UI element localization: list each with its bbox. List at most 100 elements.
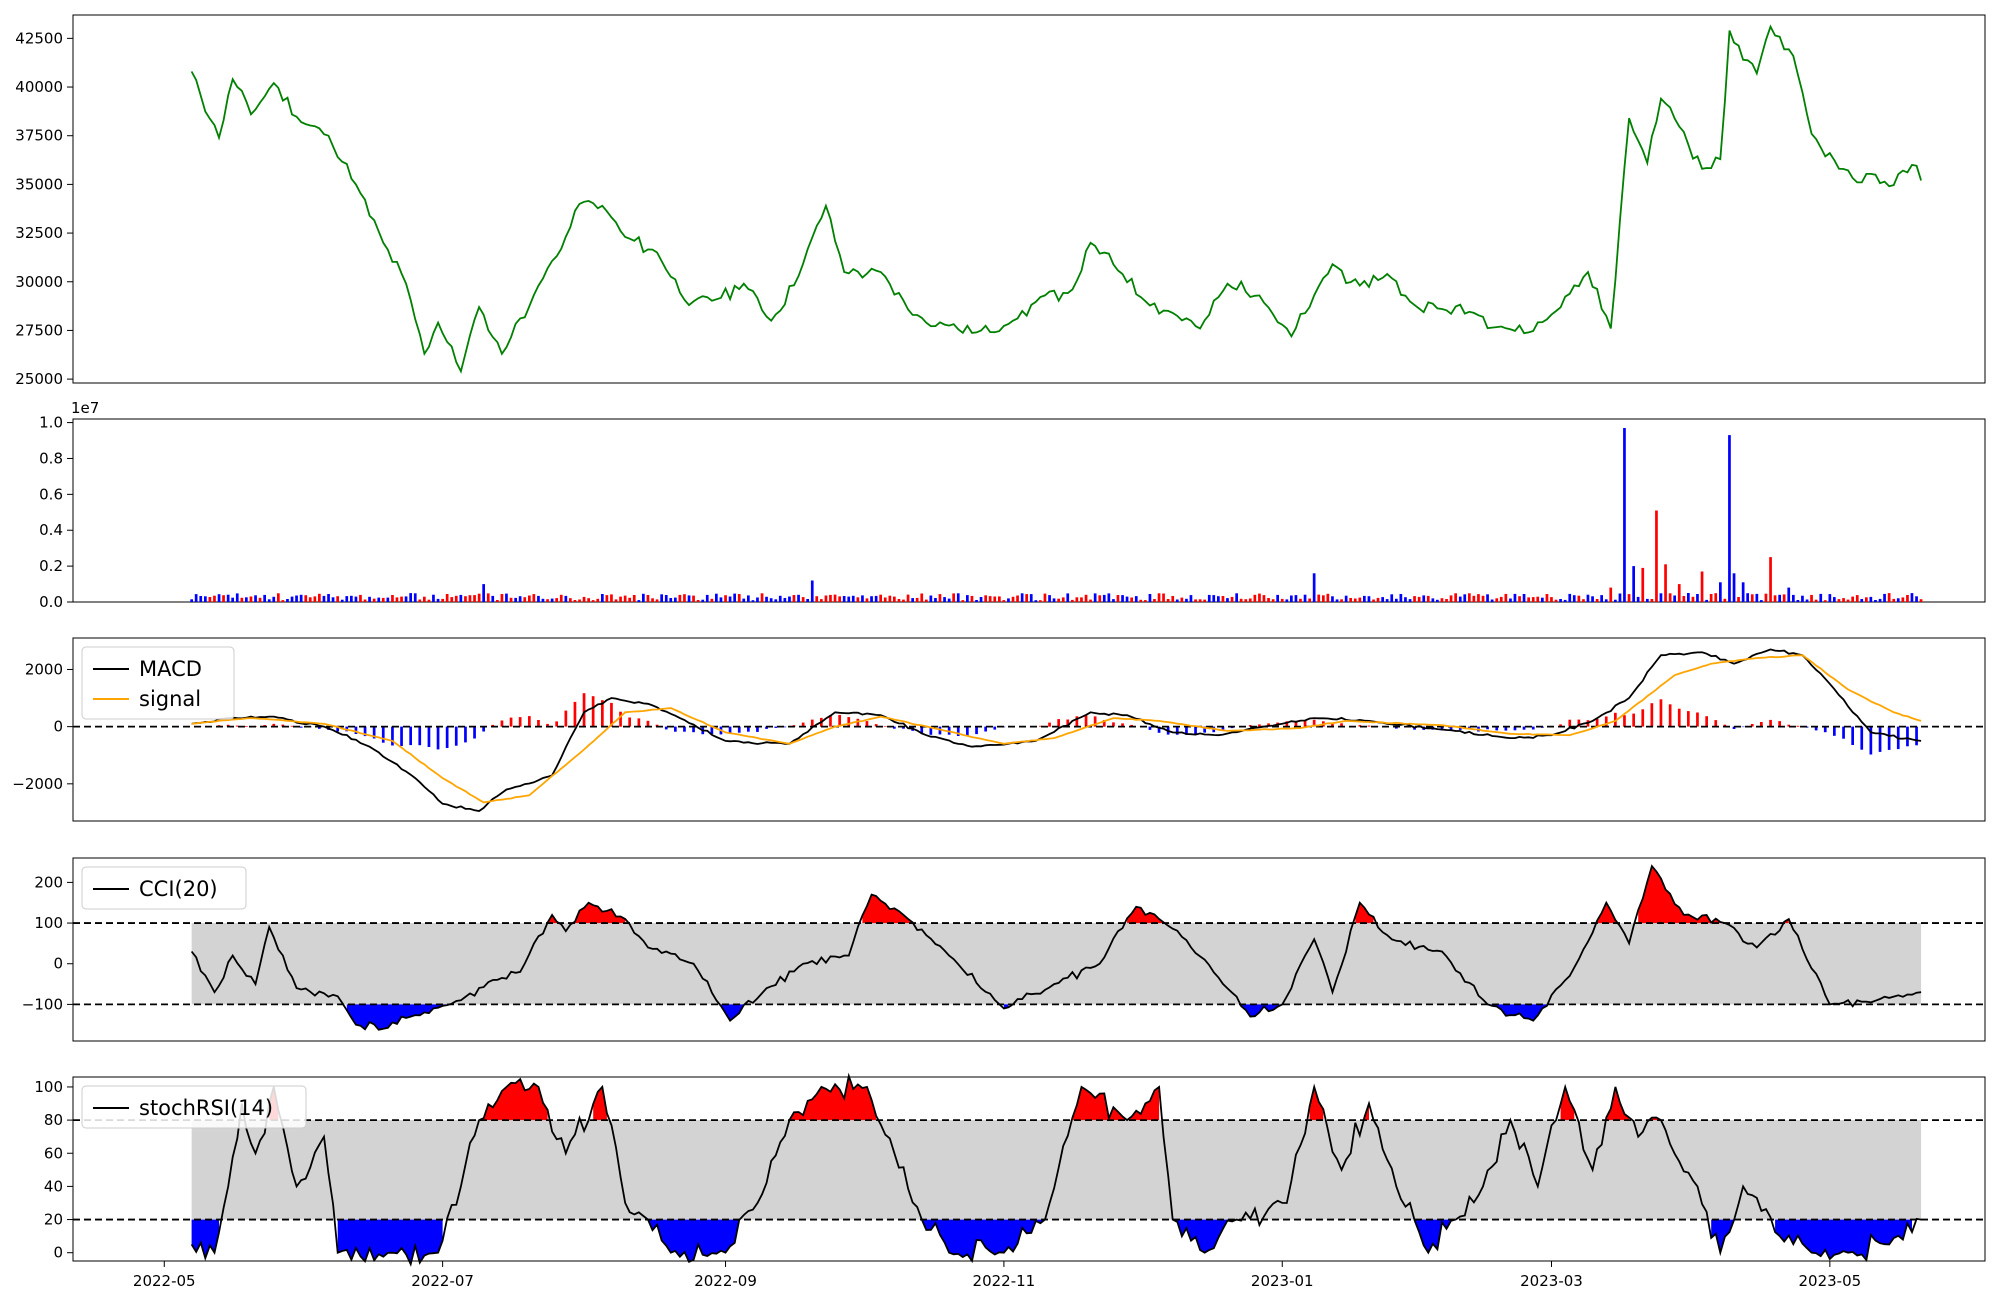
cci-series-line	[190, 864, 1922, 1031]
volume-bar	[354, 596, 358, 602]
volume-bar	[226, 594, 230, 602]
stochrsi-overbought-fill	[789, 1076, 877, 1121]
volume-bar	[1139, 599, 1143, 602]
volume-bar	[1217, 596, 1220, 602]
volume-bar	[1034, 600, 1038, 602]
volume-bar	[979, 597, 983, 602]
macd-histogram-bar	[582, 693, 586, 727]
volume-bar	[1445, 599, 1448, 602]
macd-histogram-bar	[1367, 725, 1371, 727]
volume-bar	[1335, 599, 1339, 602]
volume-bar	[1527, 597, 1530, 602]
volume-bar	[1604, 599, 1608, 602]
volume-bar	[1372, 599, 1375, 602]
cci-legend: CCI(20)	[81, 866, 247, 910]
volume-bar	[911, 598, 914, 602]
volume-bar	[993, 596, 997, 602]
volume-bar	[865, 598, 869, 602]
macd-histogram-bar	[500, 720, 504, 727]
volume-bar	[473, 595, 476, 602]
volume-bar	[1007, 598, 1010, 602]
macd-legend-box	[81, 646, 235, 720]
volume-bar	[1677, 584, 1681, 602]
volume-bar	[304, 595, 308, 602]
volume-bar	[1851, 596, 1854, 602]
volume-bar	[528, 595, 531, 602]
macd-histogram-bar	[1148, 726, 1152, 730]
price-ytick-label: 40000	[15, 78, 63, 96]
volume-bar	[1299, 598, 1302, 602]
volume-bar	[1522, 594, 1526, 602]
macd-histogram-bar	[1677, 708, 1681, 727]
macd-histogram-bar	[1915, 726, 1918, 746]
volume-bar	[231, 597, 234, 602]
volume-bar	[514, 597, 517, 602]
volume-bar	[632, 595, 636, 602]
volume-bar	[1340, 599, 1343, 602]
macd-histogram-bar	[893, 726, 896, 729]
macd-histogram-bar	[1066, 719, 1070, 727]
volume-bar	[733, 593, 736, 602]
macd-histogram-bar	[1185, 726, 1188, 735]
volume-bar	[623, 595, 627, 602]
volume-bar	[1801, 595, 1804, 602]
volume-bar	[1166, 599, 1170, 602]
volume-bar	[1860, 599, 1864, 602]
macd-histogram-bar	[692, 726, 695, 733]
volume-bar	[719, 597, 723, 602]
volume-bar	[546, 599, 549, 602]
volume-bar	[1162, 593, 1165, 602]
volume-bar	[1134, 596, 1138, 602]
volume-bar	[327, 594, 330, 602]
volume-bar	[664, 595, 668, 602]
cci-overbought-fill	[575, 902, 626, 924]
volume-bar	[1107, 593, 1111, 602]
volume-bar	[1513, 593, 1517, 602]
volume-axes-frame	[72, 418, 1986, 603]
volume-bar	[1285, 599, 1289, 602]
volume-bar	[427, 599, 431, 602]
volume-bar	[1632, 566, 1635, 602]
macd-histogram-bar	[637, 718, 641, 727]
macd-series-line	[191, 648, 1922, 812]
volume-bar	[966, 595, 969, 602]
macd-ytick-label: 0	[53, 718, 63, 736]
macd-legend-entry: signal	[139, 687, 201, 711]
macd-histogram-bar	[1732, 726, 1736, 729]
volume-bar	[938, 594, 942, 602]
volume-bar	[1837, 599, 1841, 602]
macd-histogram-bar	[1312, 719, 1316, 727]
volume-bar	[263, 594, 266, 602]
volume-bar	[1317, 594, 1321, 602]
volume-bar	[678, 594, 682, 602]
volume-bar	[783, 598, 787, 602]
macd-histogram-bar	[783, 726, 787, 728]
volume-bar	[1600, 595, 1603, 602]
volume-bar	[1623, 428, 1626, 602]
macd-histogram-bar	[737, 726, 741, 733]
volume-bar	[1810, 594, 1813, 602]
volume-bar	[1782, 594, 1786, 602]
volume-bar	[245, 597, 248, 602]
volume-bar	[518, 596, 522, 602]
volume-bar	[1636, 596, 1640, 602]
macd-histogram-bar	[245, 726, 248, 727]
volume-bar	[1709, 594, 1713, 602]
cci-oversold-fill	[1241, 1004, 1283, 1017]
volume-ytick-label: 1.0	[39, 414, 63, 432]
volume-bar	[482, 584, 485, 602]
volume-bar	[468, 595, 472, 602]
volume-bar	[888, 595, 892, 602]
stochrsi-ytick-label: 100	[34, 1078, 63, 1096]
volume-bar	[1175, 599, 1179, 602]
x-tick-label: 2022-05	[133, 1272, 196, 1290]
macd-histogram-bar	[473, 726, 476, 739]
price-ytick-label: 37500	[15, 127, 63, 145]
volume-ytick-label: 0.4	[39, 521, 63, 539]
volume-bar	[1326, 593, 1330, 602]
volume-bar	[1089, 599, 1092, 602]
macd-histogram-bar	[1440, 726, 1444, 731]
volume-bar	[500, 594, 504, 602]
macd-histogram-bar	[847, 717, 851, 727]
stochrsi-oversold-fill	[921, 1219, 1045, 1261]
